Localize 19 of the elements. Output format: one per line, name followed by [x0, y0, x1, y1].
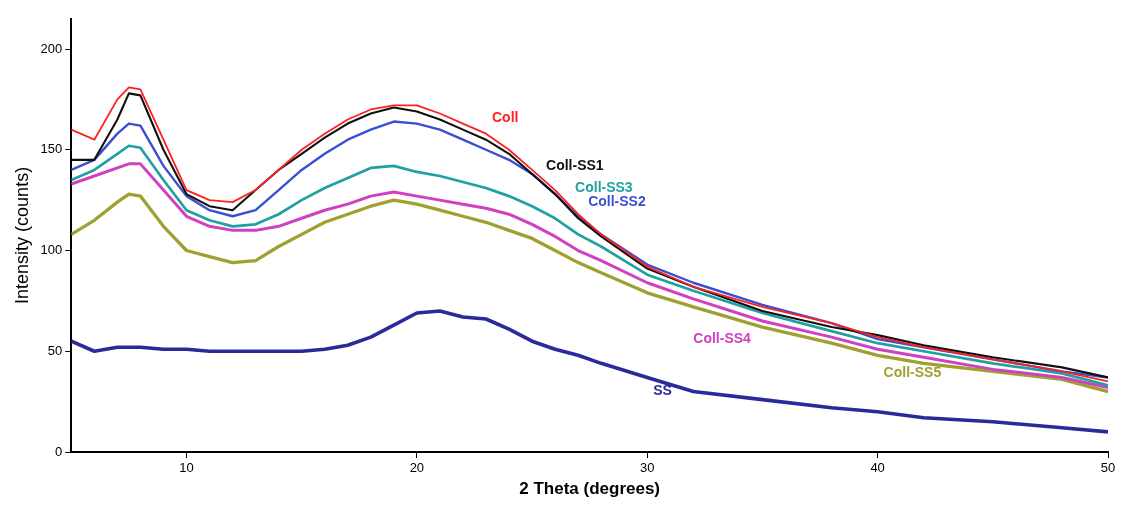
- x-tick-label: 10: [179, 460, 194, 476]
- text: Coll-SS3: [575, 179, 633, 196]
- x-tick-label: 50: [1100, 460, 1116, 476]
- series-label: Coll-SS2: [588, 193, 646, 210]
- series-label: Coll: [491, 108, 519, 125]
- series-label: Coll-SS4: [693, 329, 752, 346]
- series-label: SS: [653, 382, 672, 399]
- x-tick-label: 40: [870, 460, 885, 476]
- y-tick-label: 0: [55, 443, 63, 459]
- y-tick-label: 150: [40, 141, 63, 157]
- series-label: Coll-SS1: [546, 156, 604, 173]
- x-axis-title: 2 Theta (degrees): [519, 479, 661, 499]
- y-tick-label: 50: [47, 342, 63, 358]
- y-axis-title: Intensity (counts): [11, 166, 32, 304]
- y-tick-label: 200: [40, 40, 63, 56]
- y-tick-label: 100: [40, 242, 63, 258]
- x-tick-label: 30: [640, 460, 655, 476]
- series-label: Coll-SS5: [883, 364, 942, 381]
- x-tick-label: 20: [409, 460, 425, 476]
